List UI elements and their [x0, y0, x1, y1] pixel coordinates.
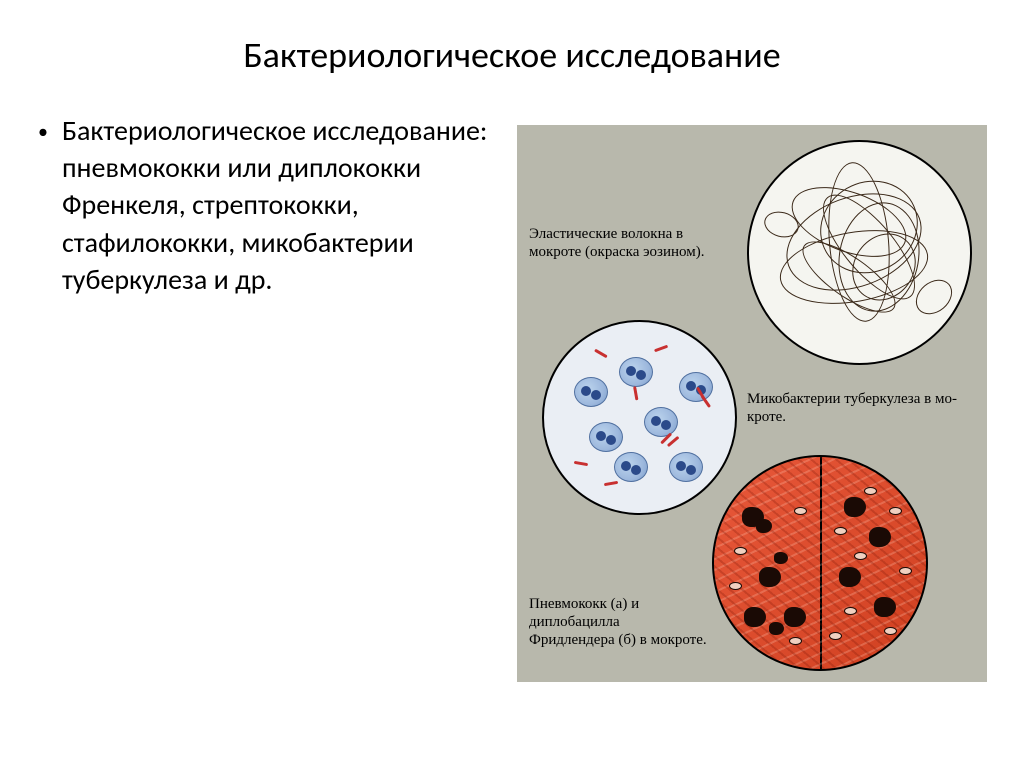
page-title: Бактериологическое исследование [0, 0, 1024, 77]
caption-mycobacteria: Микобактерии туберкулеза в мо- кроте. [747, 390, 982, 426]
microscopy-figure: Эластические волокна в мокроте (окраска … [517, 125, 987, 682]
bullet-marker: • [38, 119, 48, 146]
bullet-list: • Бактериологическое исследование: пневм… [38, 112, 493, 298]
microscope-view-pneumococcus [712, 455, 928, 671]
caption-elastic-fibers: Эластические волокна в мокроте (окраска … [529, 225, 739, 261]
microscope-view-mycobacteria [542, 320, 737, 515]
bullet-text: Бактериологическое исследование: пневмок… [62, 112, 493, 298]
microscope-view-elastic-fibers [747, 140, 972, 365]
bullet-item: • Бактериологическое исследование: пневм… [38, 112, 493, 298]
caption-pneumococcus: Пневмококк (а) и диплобацилла Фридлендер… [529, 595, 709, 649]
